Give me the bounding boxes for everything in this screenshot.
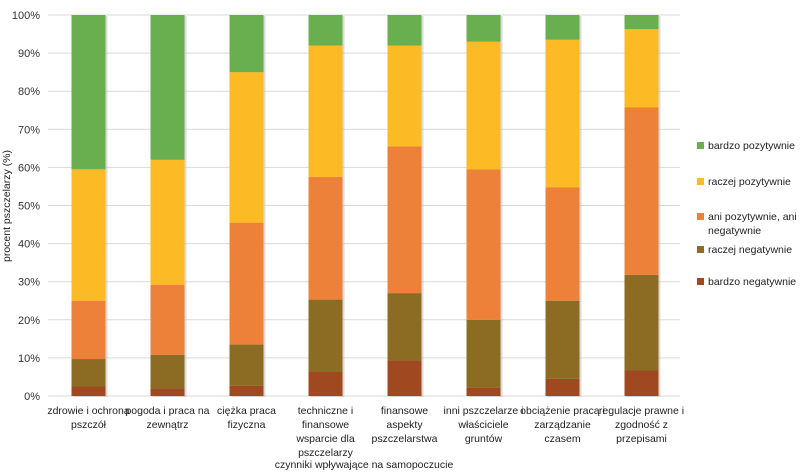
bar-segment-raczej-negatywnie xyxy=(545,300,580,379)
legend: bardzo pozytywnie raczej pozytywnie ani po… xyxy=(697,140,797,288)
bar-segment-bardzo-pozytywnie xyxy=(71,15,106,170)
bar-segment-raczej-negatywnie xyxy=(229,344,264,386)
grid-lines xyxy=(48,14,680,397)
y-tick-labels: 0% 10% 20% 30% 40% 50% 60% 70% 80% 90% 100% xyxy=(12,10,40,403)
legend-label: bardzo negatywnie xyxy=(708,276,796,288)
x-category-label: regulacje prawne i zgodność z przepisami xyxy=(599,405,684,445)
bar-stack xyxy=(624,15,661,397)
bar-segment-bardzo-pozytywnie xyxy=(308,15,343,46)
bar-segment-ani-pozytywnie-ani-negatywnie xyxy=(150,284,185,355)
bar-segment-bardzo-negatywnie xyxy=(387,360,422,396)
bar-segment-ani-pozytywnie-ani-negatywnie xyxy=(466,169,501,320)
bar-segment-bardzo-negatywnie xyxy=(308,371,343,396)
x-category-label: inni pszczelarze i właściciele gruntów xyxy=(444,405,524,445)
bar-segment-ani-pozytywnie-ani-negatywnie xyxy=(545,187,580,301)
y-tick-label: 100% xyxy=(12,10,40,22)
bar-segment-bardzo-pozytywnie xyxy=(387,15,422,46)
legend-item: bardzo pozytywnie xyxy=(697,140,795,152)
bar-segment-raczej-pozytywnie xyxy=(387,45,422,147)
legend-label: raczej pozytywnie xyxy=(708,176,791,188)
legend-item: raczej negatywnie xyxy=(697,244,792,256)
bar-segment-bardzo-negatywnie xyxy=(466,387,501,396)
bar-segment-raczej-pozytywnie xyxy=(308,45,343,177)
bar-segment-raczej-negatywnie xyxy=(624,274,659,371)
bar-segment-raczej-negatywnie xyxy=(387,293,422,361)
bar-segment-raczej-pozytywnie xyxy=(229,72,264,223)
bar-segment-bardzo-pozytywnie xyxy=(466,15,501,42)
legend-label: raczej negatywnie xyxy=(708,244,792,256)
legend-label: bardzo pozytywnie xyxy=(708,140,795,152)
bar-segment-bardzo-negatywnie xyxy=(229,385,264,396)
bar-segment-bardzo-pozytywnie xyxy=(229,15,264,73)
bar-segment-ani-pozytywnie-ani-negatywnie xyxy=(387,146,422,294)
bar-segment-ani-pozytywnie-ani-negatywnie xyxy=(308,176,343,300)
legend-item: ani pozytywnie, ani negatywnie xyxy=(697,211,797,237)
bar-segment-raczej-pozytywnie xyxy=(624,29,659,108)
legend-item: raczej pozytywnie xyxy=(697,176,791,188)
x-category-label: zdrowie i ochrona pszczół xyxy=(47,405,129,431)
bar-segment-raczej-negatywnie xyxy=(466,319,501,388)
bar-segment-bardzo-negatywnie xyxy=(545,378,580,396)
bar-segment-raczej-pozytywnie xyxy=(545,39,580,188)
y-tick-label: 40% xyxy=(18,239,40,251)
bar-segment-bardzo-pozytywnie xyxy=(624,15,659,30)
bar-segment-raczej-pozytywnie xyxy=(150,159,185,285)
x-axis-title: czynniki wpływające na samopoczucie xyxy=(275,459,454,471)
bar-segment-raczej-negatywnie xyxy=(150,354,185,389)
y-tick-label: 50% xyxy=(18,201,40,213)
bar-stack xyxy=(545,15,582,397)
x-category-label: finansowe aspekty pszczelarstwa xyxy=(372,405,438,445)
y-tick-label: 30% xyxy=(18,277,40,289)
bar-segment-raczej-pozytywnie xyxy=(71,169,106,301)
bar-segment-ani-pozytywnie-ani-negatywnie xyxy=(624,107,659,275)
legend-item: bardzo negatywnie xyxy=(697,276,796,288)
bar-segment-bardzo-negatywnie xyxy=(71,386,106,396)
bar-stack xyxy=(150,15,187,397)
bar-segment-bardzo-negatywnie xyxy=(624,370,659,396)
y-axis-title: procent pszczelarzy (%) xyxy=(1,150,13,262)
y-tick-label: 0% xyxy=(24,391,40,403)
legend-swatch xyxy=(697,278,704,285)
bars xyxy=(71,15,661,397)
x-category-label: techniczne i finansowe wsparcie dla pszczel… xyxy=(295,405,355,459)
y-tick-label: 20% xyxy=(18,315,40,327)
bar-segment-raczej-negatywnie xyxy=(71,359,106,387)
y-tick-label: 60% xyxy=(18,162,40,174)
bar-segment-bardzo-pozytywnie xyxy=(150,15,185,160)
bar-segment-raczej-negatywnie xyxy=(308,299,343,372)
bar-segment-ani-pozytywnie-ani-negatywnie xyxy=(229,222,264,345)
legend-swatch xyxy=(697,246,704,253)
bar-stack xyxy=(387,15,424,397)
x-category-label: obciążenie pracą i zarządzanie czasem xyxy=(520,405,605,445)
x-category-label: pogoda i praca na zewnątrz xyxy=(125,405,209,431)
legend-label: ani pozytywnie, ani negatywnie xyxy=(708,211,797,237)
y-tick-label: 70% xyxy=(18,124,40,136)
legend-swatch xyxy=(697,178,704,185)
bar-stack xyxy=(308,15,345,397)
bar-stack xyxy=(71,15,108,397)
bar-stack xyxy=(229,15,266,397)
x-category-label: ciężka praca fizyczna xyxy=(217,405,276,431)
bar-segment-raczej-pozytywnie xyxy=(466,41,501,170)
y-tick-label: 10% xyxy=(18,353,40,365)
y-tick-label: 80% xyxy=(18,86,40,98)
bar-segment-bardzo-negatywnie xyxy=(150,388,185,396)
legend-swatch xyxy=(697,213,704,220)
bar-segment-ani-pozytywnie-ani-negatywnie xyxy=(71,300,106,360)
legend-swatch xyxy=(697,142,704,149)
bar-segment-bardzo-pozytywnie xyxy=(545,15,580,40)
y-tick-label: 90% xyxy=(18,48,40,60)
bar-stack xyxy=(466,15,503,397)
